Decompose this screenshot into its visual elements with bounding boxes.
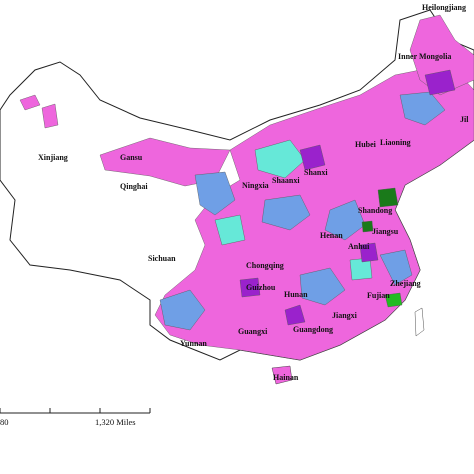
- region-blue: [194, 171, 236, 216]
- region-label: Guangdong: [293, 325, 333, 334]
- region-label: Jiangxi: [332, 311, 358, 320]
- region-label: Chongqing: [246, 261, 284, 270]
- region-green: [361, 220, 374, 233]
- region-label: Sichuan: [148, 254, 176, 263]
- region-purple: [299, 144, 326, 171]
- region-label: Inner Mongolia: [398, 52, 451, 61]
- region-purple: [424, 69, 456, 96]
- region-label: Ningxia: [242, 181, 269, 190]
- region-cyan: [214, 214, 246, 246]
- region-cyan: [254, 139, 306, 179]
- region-label: Xinjiang: [38, 153, 68, 162]
- region-label: Heilongjiang: [422, 3, 466, 12]
- region-label: Fujian: [367, 291, 390, 300]
- region-label: Qinghai: [120, 182, 148, 191]
- region-magenta: [19, 94, 59, 129]
- region-blue: [159, 289, 206, 331]
- region-label: Liaoning: [380, 138, 411, 147]
- region-label: Shaanxi: [272, 176, 300, 185]
- region-label: Guangxi: [238, 327, 268, 336]
- labels: Heilongjiang Inner Mongolia Jil Liaoning…: [38, 3, 469, 382]
- scale-label: 80: [0, 417, 9, 427]
- region-label: Hainan: [273, 373, 299, 382]
- region-label: Zhejiang: [390, 279, 421, 288]
- region-label: Hubei: [355, 140, 377, 149]
- region-label: Yunnan: [180, 339, 207, 348]
- region-purple: [284, 304, 306, 326]
- region-purple: [239, 277, 261, 298]
- region-label: Shanxi: [304, 168, 328, 177]
- region-green: [377, 187, 399, 208]
- region-magenta: [154, 69, 474, 361]
- regions: [19, 14, 474, 385]
- region-blue: [379, 249, 413, 286]
- region-label: Guizhou: [246, 283, 276, 292]
- region-label: Jil: [460, 115, 469, 124]
- scale-bar: 80 1,320 Miles: [0, 408, 151, 427]
- scale-label: 1,320 Miles: [95, 417, 136, 427]
- island-taiwan: [414, 307, 425, 337]
- region-label: Shandong: [358, 206, 392, 215]
- region-blue: [324, 199, 366, 241]
- region-blue: [299, 267, 346, 306]
- region-label: Jiangsu: [372, 227, 399, 236]
- region-label: Gansu: [120, 153, 143, 162]
- region-label: Anhui: [348, 242, 370, 251]
- region-purple: [359, 242, 379, 263]
- region-green: [384, 292, 403, 308]
- region-label: Henan: [320, 231, 343, 240]
- island-hainan: [271, 365, 293, 385]
- region-label: Hunan: [284, 290, 308, 299]
- region-blue: [261, 194, 311, 231]
- region-blue: [399, 91, 446, 126]
